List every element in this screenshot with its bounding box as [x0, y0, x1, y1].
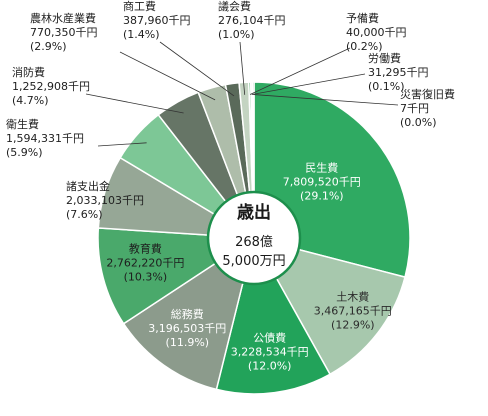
- leader-line: [249, 47, 351, 95]
- leader-lines: [85, 41, 399, 147]
- slice-label-amount: 276,104千円: [218, 14, 286, 27]
- slice-label-percent: (11.9%): [166, 336, 210, 349]
- slice-label-name: 労働費: [368, 51, 401, 65]
- slice-label-percent: (0.1%): [368, 80, 405, 93]
- leader-line: [119, 51, 216, 101]
- slice-label-percent: (29.1%): [300, 190, 344, 203]
- slice-label-percent: (4.7%): [12, 94, 49, 107]
- slice-label-name: 土木費: [336, 289, 369, 303]
- leader-line: [239, 41, 246, 95]
- slice-label-amount: 31,295千円: [368, 66, 429, 79]
- leader-line: [253, 94, 399, 106]
- slice-label-percent: (10.3%): [124, 271, 168, 284]
- slice-label-name: 公債費: [253, 331, 286, 345]
- slice-label-name: 総務費: [171, 307, 204, 321]
- slice-label-amount: 2,762,220千円: [106, 257, 184, 270]
- center-disc: [206, 190, 302, 286]
- slice-label-amount: 7,809,520千円: [283, 176, 361, 189]
- center-total-line2: 5,000万円: [222, 254, 285, 269]
- slice-label-name: 教育費: [129, 242, 162, 256]
- slice-label-amount: 3,467,165千円: [314, 304, 392, 317]
- slice-label-amount: 40,000千円: [346, 26, 407, 39]
- leader-line: [159, 41, 235, 97]
- slice-label-percent: (2.9%): [30, 40, 67, 53]
- leader-line: [85, 93, 184, 114]
- slice-label-name: 災害復旧費: [400, 87, 455, 101]
- slice-label-name: 議会費: [218, 0, 251, 13]
- slice-label-percent: (0.2%): [346, 40, 383, 53]
- slice-label-percent: (0.0%): [400, 116, 437, 129]
- slice-label-amount: 3,228,534千円: [231, 346, 309, 359]
- pie-slice: [122, 236, 256, 391]
- slice-label-percent: (7.6%): [66, 208, 103, 221]
- leader-line: [97, 142, 147, 147]
- slice-label-name: 消防費: [12, 65, 45, 79]
- slice-label-percent: (12.0%): [248, 360, 292, 373]
- leader-line: [251, 73, 366, 95]
- center-total-line1: 268億: [235, 234, 273, 250]
- slice-label-amount: 1,252,908千円: [12, 80, 90, 93]
- slice-label-amount: 1,594,331千円: [6, 132, 84, 145]
- slice-label-amount: 3,196,503千円: [148, 322, 226, 335]
- pie-slice: [252, 236, 406, 376]
- slice-label-amount: 387,960千円: [123, 14, 191, 27]
- slice-label-name: 商工費: [123, 0, 156, 13]
- center-title: 歳出: [237, 202, 271, 223]
- slice-label-percent: (12.9%): [331, 318, 375, 331]
- slice-label-percent: (1.0%): [218, 28, 255, 41]
- slice-label-name: 衛生費: [6, 117, 39, 131]
- slice-label-amount: 770,350千円: [30, 26, 98, 39]
- slice-label-name: 農林水産業費: [30, 11, 96, 25]
- slice-label-amount: 7千円: [400, 102, 429, 115]
- slice-label-name: 諸支出金: [66, 179, 110, 193]
- slice-label-amount: 2,033,103千円: [66, 194, 144, 207]
- slice-label-name: 民生費: [305, 161, 338, 175]
- slice-label-percent: (5.9%): [6, 146, 43, 159]
- slice-label-name: 予備費: [346, 11, 379, 25]
- slice-label-percent: (1.4%): [123, 28, 160, 41]
